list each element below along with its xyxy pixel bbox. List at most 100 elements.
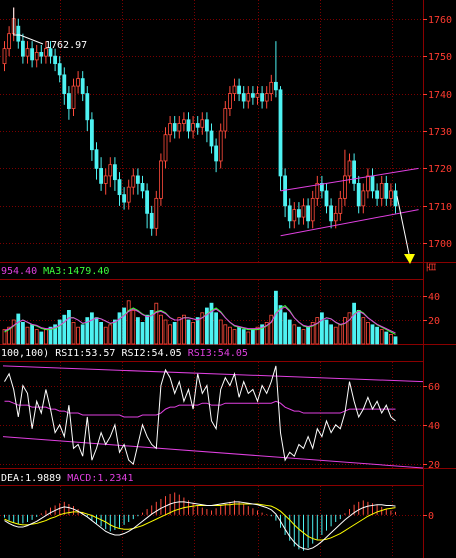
candlestick[interactable] [218,123,223,169]
volume-bar[interactable] [246,331,251,345]
candlestick[interactable] [103,168,108,195]
candlestick[interactable] [67,86,71,120]
volume-bar[interactable] [388,333,393,345]
volume-bar[interactable] [122,307,126,345]
candlestick[interactable] [241,86,246,109]
volume-bar[interactable] [67,309,71,345]
volume-bar[interactable] [292,324,297,345]
volume-bar[interactable] [260,324,265,345]
volume-bar[interactable] [319,312,324,345]
candlestick[interactable] [94,142,99,180]
candlestick[interactable] [333,205,338,229]
macd-histogram[interactable] [4,492,396,551]
candlestick[interactable] [158,153,163,206]
volume-bar[interactable] [154,302,159,345]
volume-bar[interactable] [191,321,196,345]
candlestick[interactable] [34,44,39,68]
volume-bar[interactable] [361,317,366,345]
candlestick[interactable] [246,86,251,109]
volume-bar[interactable] [218,319,223,345]
candlestick[interactable] [80,71,85,102]
candlestick[interactable] [237,78,242,102]
volume-bar[interactable] [296,326,301,345]
candlestick[interactable] [7,26,11,57]
candlestick[interactable] [209,123,214,154]
candlestick[interactable] [232,78,237,102]
volume-bar[interactable] [287,319,292,345]
candlestick[interactable] [255,86,260,105]
candlestick[interactable] [76,71,80,94]
candlestick[interactable] [53,48,57,72]
volume-bar[interactable] [126,300,131,345]
volume-bar[interactable] [172,321,177,345]
volume-bar[interactable] [135,317,140,345]
volume-panel[interactable]: 954.40 MA3:1479.40 40 20 百 [0,262,440,345]
volume-bar[interactable] [149,309,154,345]
volume-bar[interactable] [76,326,80,345]
volume-bar[interactable] [338,324,343,345]
candlestick[interactable] [168,116,173,143]
candlestick[interactable] [172,116,177,139]
volume-bar[interactable] [232,329,237,345]
candlestick[interactable] [384,175,389,206]
volume-bar[interactable] [7,326,11,345]
volume-bar[interactable] [352,302,357,345]
volume-bar[interactable] [181,314,186,345]
candlestick[interactable] [375,183,380,206]
candlestick[interactable] [186,112,191,139]
volume-bar[interactable] [250,329,255,345]
candlestick[interactable] [338,190,343,221]
candlestick[interactable] [393,183,398,214]
volume-bar[interactable] [11,319,16,345]
volume-bar[interactable] [384,331,389,345]
volume-bar[interactable] [269,314,274,345]
volume-bar[interactable] [16,313,21,345]
volume-bar[interactable] [44,329,48,345]
price-panel[interactable]: 1760 1750 1740 1730 1720 1710 1700 1762.97 [0,7,452,264]
volume-bar[interactable] [227,326,232,345]
candlestick[interactable] [2,41,7,72]
volume-bar[interactable] [20,321,25,345]
candlestick[interactable] [260,86,265,109]
volume-bar[interactable] [62,314,67,345]
volume-bar[interactable] [48,326,53,345]
candlestick[interactable] [44,41,48,64]
candlestick[interactable] [365,168,370,199]
volume-bar[interactable] [30,324,35,345]
candlestick[interactable] [122,187,126,210]
candlestick[interactable] [278,86,283,191]
candlestick[interactable] [200,112,205,135]
volume-bar[interactable] [264,321,269,345]
candlestick[interactable] [126,179,131,210]
volume-bar[interactable] [370,324,375,345]
candlestick[interactable] [250,86,255,105]
macd-panel[interactable]: DEA:1.9889 MACD:1.2341 0 [0,473,434,551]
candlestick[interactable] [16,18,21,49]
candlestick[interactable] [283,168,288,218]
volume-bar[interactable] [342,317,347,345]
volume-bar[interactable] [168,324,173,345]
candlestick[interactable] [214,138,219,173]
volume-bar[interactable] [209,302,214,345]
candlestick[interactable] [329,198,334,229]
volume-bar[interactable] [108,324,113,345]
volume-bar[interactable] [255,326,260,345]
volume-bar[interactable] [200,312,205,345]
volume-bar[interactable] [94,317,99,345]
candlestick[interactable] [113,157,117,191]
volume-bar[interactable] [80,324,85,345]
candlestick[interactable] [140,175,145,199]
candlestick[interactable] [301,198,306,225]
volume-bar[interactable] [163,319,168,345]
volume-bar[interactable] [379,329,384,345]
candlestick[interactable] [310,190,315,229]
candlestick[interactable] [227,86,232,117]
candlestick[interactable] [342,149,347,206]
volume-bar[interactable] [117,312,122,345]
volume-bar[interactable] [306,326,311,345]
volume-bar[interactable] [25,326,30,345]
candlestick[interactable] [181,112,186,131]
volume-bar[interactable] [273,290,278,345]
candlestick[interactable] [57,56,62,83]
candlestick[interactable] [20,33,25,64]
